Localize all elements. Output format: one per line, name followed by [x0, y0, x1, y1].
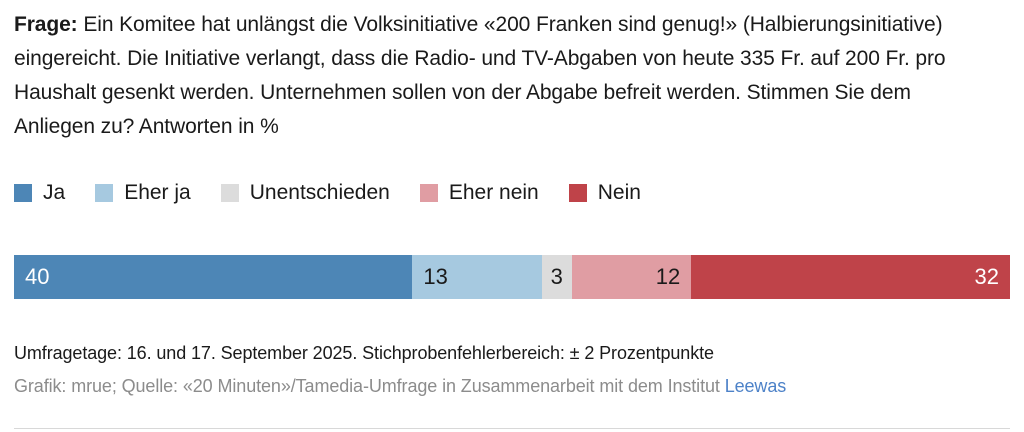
bar-value-label: 40 — [25, 264, 50, 289]
credit-line: Grafik: mrue; Quelle: «20 Minuten»/Tamed… — [14, 376, 1010, 397]
bar-value-label: 3 — [550, 264, 563, 289]
question-label: Frage: — [14, 13, 78, 36]
legend-label: Eher nein — [448, 181, 539, 204]
question-body: Ein Komitee hat unlängst die Volksinitia… — [14, 13, 946, 138]
bar-segment-eher-ja: 13 — [412, 255, 542, 299]
bar-value-label: 12 — [655, 264, 681, 289]
survey-note: Umfragetage: 16. und 17. September 2025.… — [14, 343, 714, 363]
leewas-link[interactable]: Leewas — [724, 376, 787, 396]
legend-label: Eher ja — [124, 181, 191, 204]
stacked-bar: 40 13 3 12 32 — [14, 255, 1010, 299]
legend-item-eher-ja: Eher ja — [95, 181, 191, 205]
bar-value-label: 32 — [974, 264, 999, 289]
bar-value-label: 13 — [423, 264, 448, 289]
bar-segment-nein: 32 — [691, 255, 1010, 299]
legend-label: Ja — [43, 181, 66, 204]
legend-item-unentschieden: Unentschieden — [220, 181, 390, 205]
bar-segment-ja: 40 — [14, 255, 413, 299]
legend-item-nein: Nein — [568, 181, 641, 205]
chart-legend: Ja Eher ja Unentschieden Eher nein Nein — [14, 181, 1010, 205]
bottom-divider — [14, 428, 1010, 429]
legend-swatch-icon — [568, 184, 587, 202]
legend-swatch-icon — [14, 184, 32, 202]
bar-segment-eher-nein: 12 — [571, 255, 692, 299]
legend-label: Nein — [597, 181, 641, 204]
legend-label: Unentschieden — [249, 181, 390, 204]
bar-segment-unentschieden: 3 — [541, 255, 572, 299]
credit-text: Grafik: mrue; Quelle: «20 Minuten»/Tamed… — [14, 376, 725, 396]
legend-item-ja: Ja — [14, 181, 65, 205]
legend-item-eher-nein: Eher nein — [419, 181, 539, 205]
legend-swatch-icon — [220, 184, 239, 202]
legend-swatch-icon — [419, 184, 438, 202]
question-text: Frage: Ein Komitee hat unlängst die Volk… — [14, 8, 992, 144]
legend-swatch-icon — [95, 184, 114, 202]
